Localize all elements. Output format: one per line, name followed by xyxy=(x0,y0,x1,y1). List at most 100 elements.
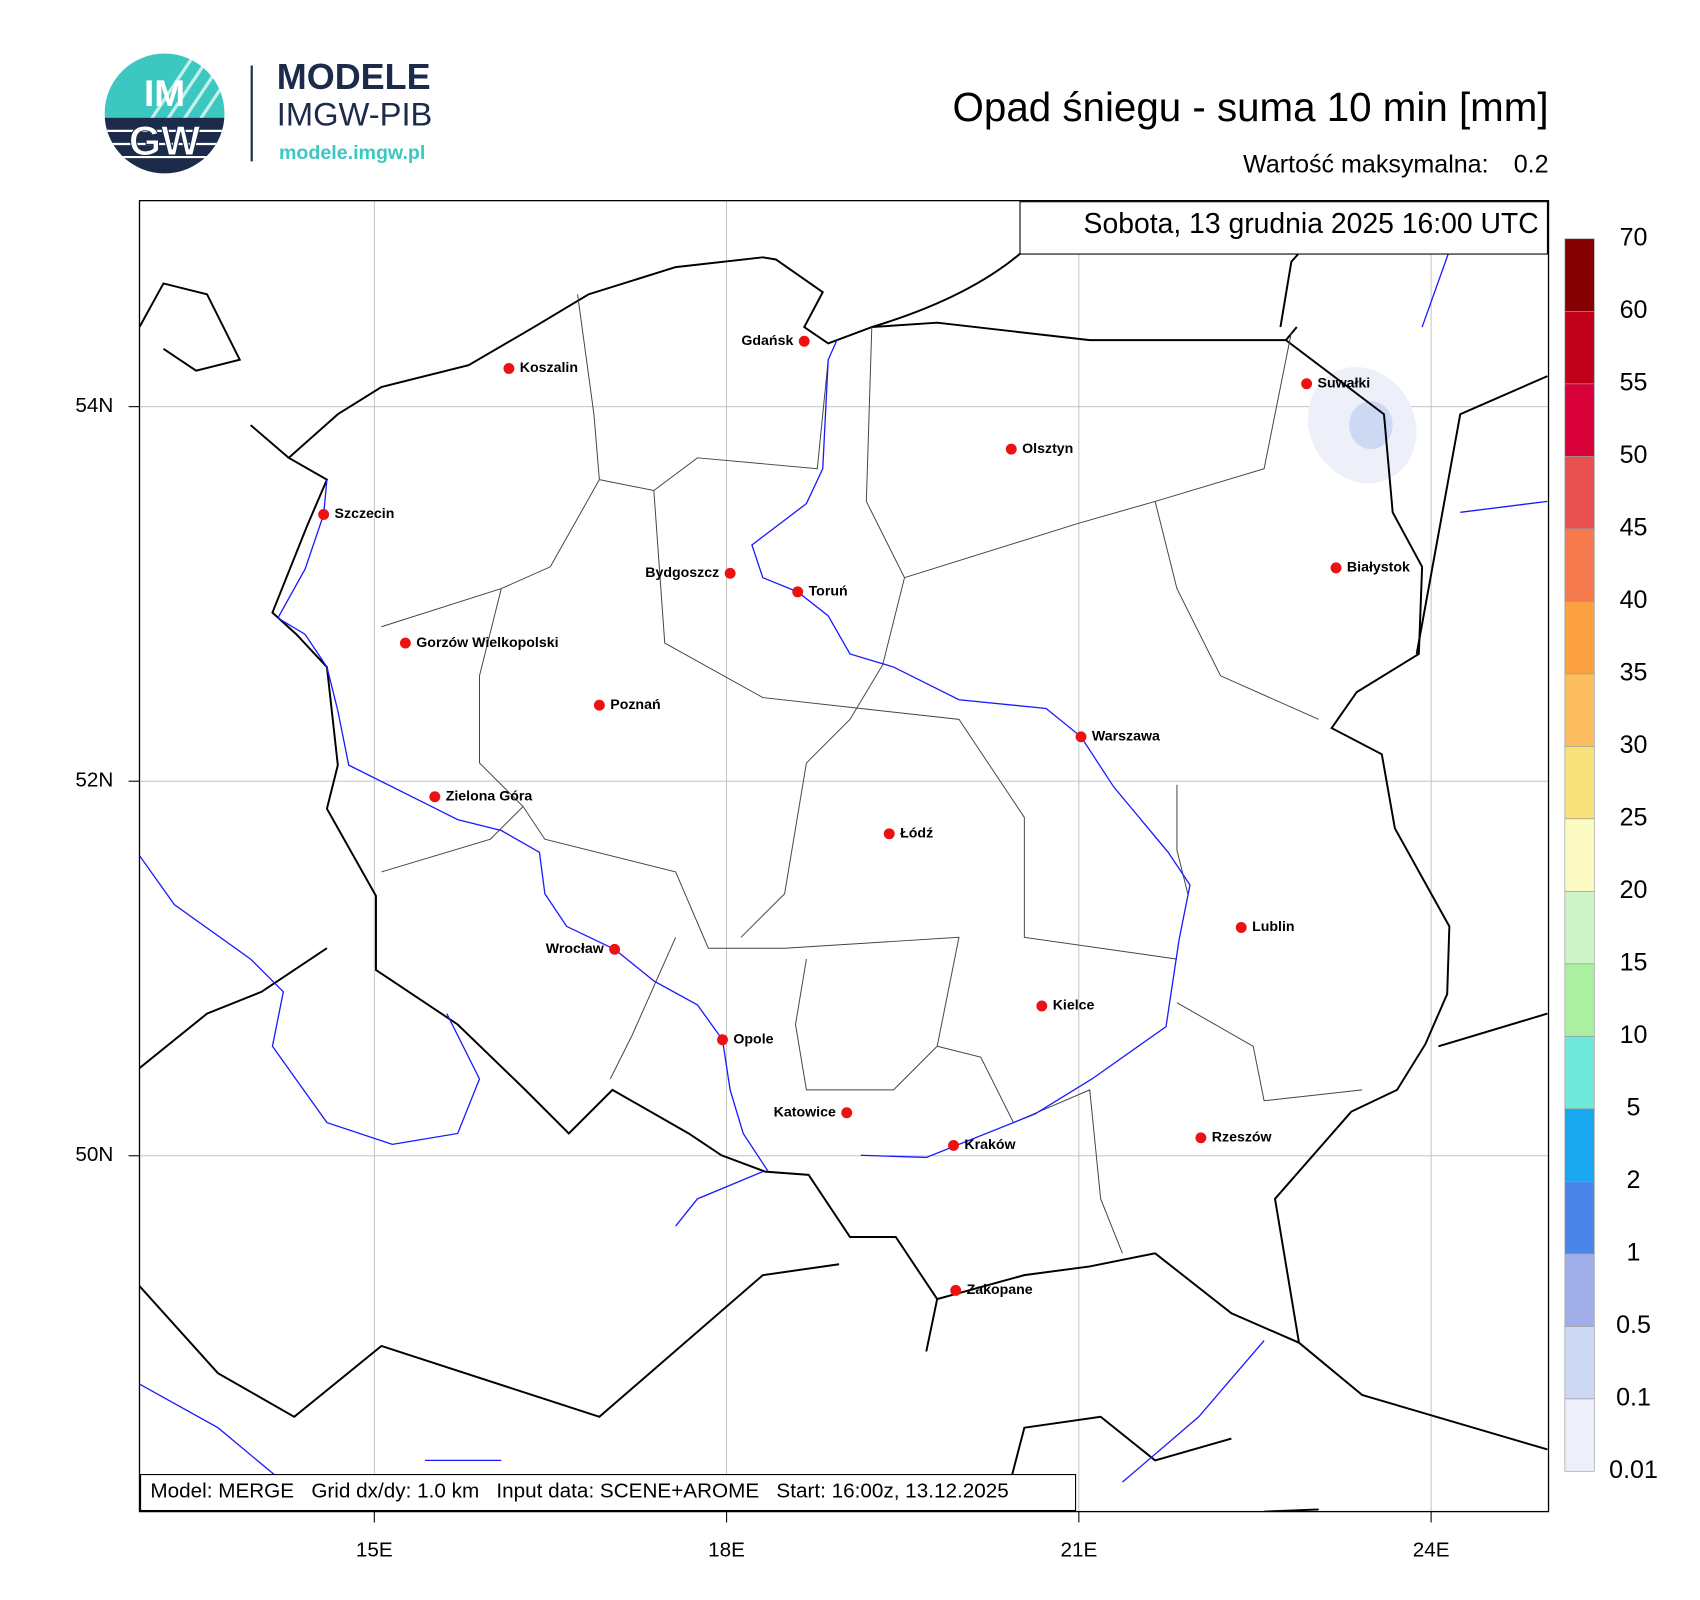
city-marker xyxy=(609,943,621,955)
colorbar-label: 15 xyxy=(1620,948,1648,976)
river-oder xyxy=(277,479,769,1172)
river-other xyxy=(139,250,1548,1483)
city-marker xyxy=(724,567,736,579)
colorbar-box xyxy=(1564,1325,1595,1400)
colorbar-label: 70 xyxy=(1620,223,1648,251)
colorbar-box xyxy=(1564,963,1595,1037)
colorbar-box xyxy=(1564,455,1595,530)
coast-north xyxy=(139,206,1548,1512)
x-tick-label: 21E xyxy=(1060,1538,1097,1561)
city-label: Gdańsk xyxy=(741,333,793,349)
city-marker xyxy=(798,335,810,347)
city-label: Białystok xyxy=(1347,560,1410,576)
map-area: Gdańsk Koszalin Suwałki Olsztyn Szczecin Biał… xyxy=(139,200,1549,1512)
colorbar-label: 20 xyxy=(1620,876,1648,904)
city-marker xyxy=(948,1140,959,1151)
city-label: Warszawa xyxy=(1092,729,1160,745)
colorbar-box xyxy=(1564,673,1595,747)
poland-border xyxy=(271,256,1451,1345)
city-label: Kielce xyxy=(1053,998,1095,1014)
city-marker xyxy=(503,363,515,374)
city-label: Kraków xyxy=(964,1137,1016,1153)
y-tick-label: 54N xyxy=(75,394,113,417)
valid-time: Sobota, 13 grudnia 2025 16:00 UTC xyxy=(1084,208,1539,240)
colorbar-box xyxy=(1564,1180,1595,1255)
city-label: Bydgoszcz xyxy=(645,565,719,581)
colorbar-label: 30 xyxy=(1620,731,1648,759)
city-label: Wrocław xyxy=(546,941,605,957)
colorbar-label: 50 xyxy=(1620,441,1648,469)
colorbar-box xyxy=(1564,818,1595,892)
logo-badge-top: IM xyxy=(144,72,185,114)
footer-box xyxy=(140,1474,1077,1512)
x-tick-label: 18E xyxy=(708,1538,745,1561)
city-marker xyxy=(792,586,804,598)
colorbar-box xyxy=(1564,1035,1595,1110)
city-marker xyxy=(1075,731,1087,743)
city-label: Olsztyn xyxy=(1022,441,1073,457)
city-marker xyxy=(1301,378,1313,390)
city-marker xyxy=(1330,562,1342,574)
city-label: Toruń xyxy=(809,584,848,600)
city-label: Suwałki xyxy=(1318,375,1371,391)
colorbar-label: 0.5 xyxy=(1616,1311,1651,1339)
y-tick-label: 52N xyxy=(75,769,113,792)
city-marker xyxy=(883,828,895,840)
city-marker xyxy=(399,637,411,649)
city-marker xyxy=(1195,1132,1207,1144)
max-value: 0.2 xyxy=(1514,150,1549,178)
colorbar-label: 35 xyxy=(1620,658,1648,686)
colorbar-box xyxy=(1564,310,1595,385)
region-borders xyxy=(381,294,1363,1254)
time-box xyxy=(1019,201,1548,255)
logo-org: IMGW-PIB xyxy=(277,95,433,132)
city-label: Opole xyxy=(733,1031,773,1047)
max-label: Wartość maksymalna: xyxy=(1243,150,1488,178)
city-marker xyxy=(717,1034,728,1046)
colorbar-label: 60 xyxy=(1620,296,1648,324)
city-marker xyxy=(593,699,605,711)
colorbar-box xyxy=(1564,600,1595,675)
colorbar-label: 5 xyxy=(1627,1093,1641,1121)
colorbar-box xyxy=(1564,238,1595,312)
city-label: Szczecin xyxy=(335,506,395,522)
city-label: Zielona Góra xyxy=(446,788,533,804)
map-frame xyxy=(138,199,1550,1513)
city-marker xyxy=(1235,922,1247,933)
city-label: Katowice xyxy=(774,1104,836,1120)
city-label: Koszalin xyxy=(520,360,578,376)
logo-url: modele.imgw.pl xyxy=(279,142,425,164)
city-marker xyxy=(1036,1000,1048,1012)
colorbar-box xyxy=(1564,1398,1595,1472)
city-label: Gorzów Wielkopolski xyxy=(416,635,558,651)
colorbar-label: 40 xyxy=(1620,586,1648,614)
x-tick-label: 24E xyxy=(1413,1538,1450,1561)
colorbar-label: 25 xyxy=(1620,803,1648,831)
footer: Model: MERGE Grid dx/dy: 1.0 km Input da… xyxy=(150,1479,1008,1502)
colorbar-label: 0.01 xyxy=(1609,1456,1658,1484)
colorbar-label: 10 xyxy=(1620,1021,1648,1049)
city-marker xyxy=(950,1284,962,1296)
city-label: Rzeszów xyxy=(1212,1130,1273,1146)
colorbar-box xyxy=(1564,1253,1595,1327)
colorbar-label: 1 xyxy=(1627,1238,1641,1266)
y-tick-label: 50N xyxy=(75,1143,113,1166)
colorbar-label: 45 xyxy=(1620,513,1648,541)
colorbar-label: 0.1 xyxy=(1616,1383,1651,1411)
city-label: Łódź xyxy=(900,826,933,842)
city-marker xyxy=(318,509,330,520)
colorbar-box xyxy=(1564,383,1595,457)
city-label: Zakopane xyxy=(967,1282,1033,1298)
map-title: Opad śniegu - suma 10 min [mm] xyxy=(953,84,1549,130)
colorbar-box xyxy=(1564,528,1595,602)
colorbar-box xyxy=(1564,1108,1595,1182)
logo: IM GW MODELE IMGW-PIB modele.imgw.pl xyxy=(104,53,433,174)
colorbar-box xyxy=(1564,890,1595,965)
logo-badge-bottom: GW xyxy=(129,118,201,164)
river-vistula xyxy=(751,339,1191,1159)
city-label: Lublin xyxy=(1252,919,1294,935)
city-marker xyxy=(841,1107,853,1119)
